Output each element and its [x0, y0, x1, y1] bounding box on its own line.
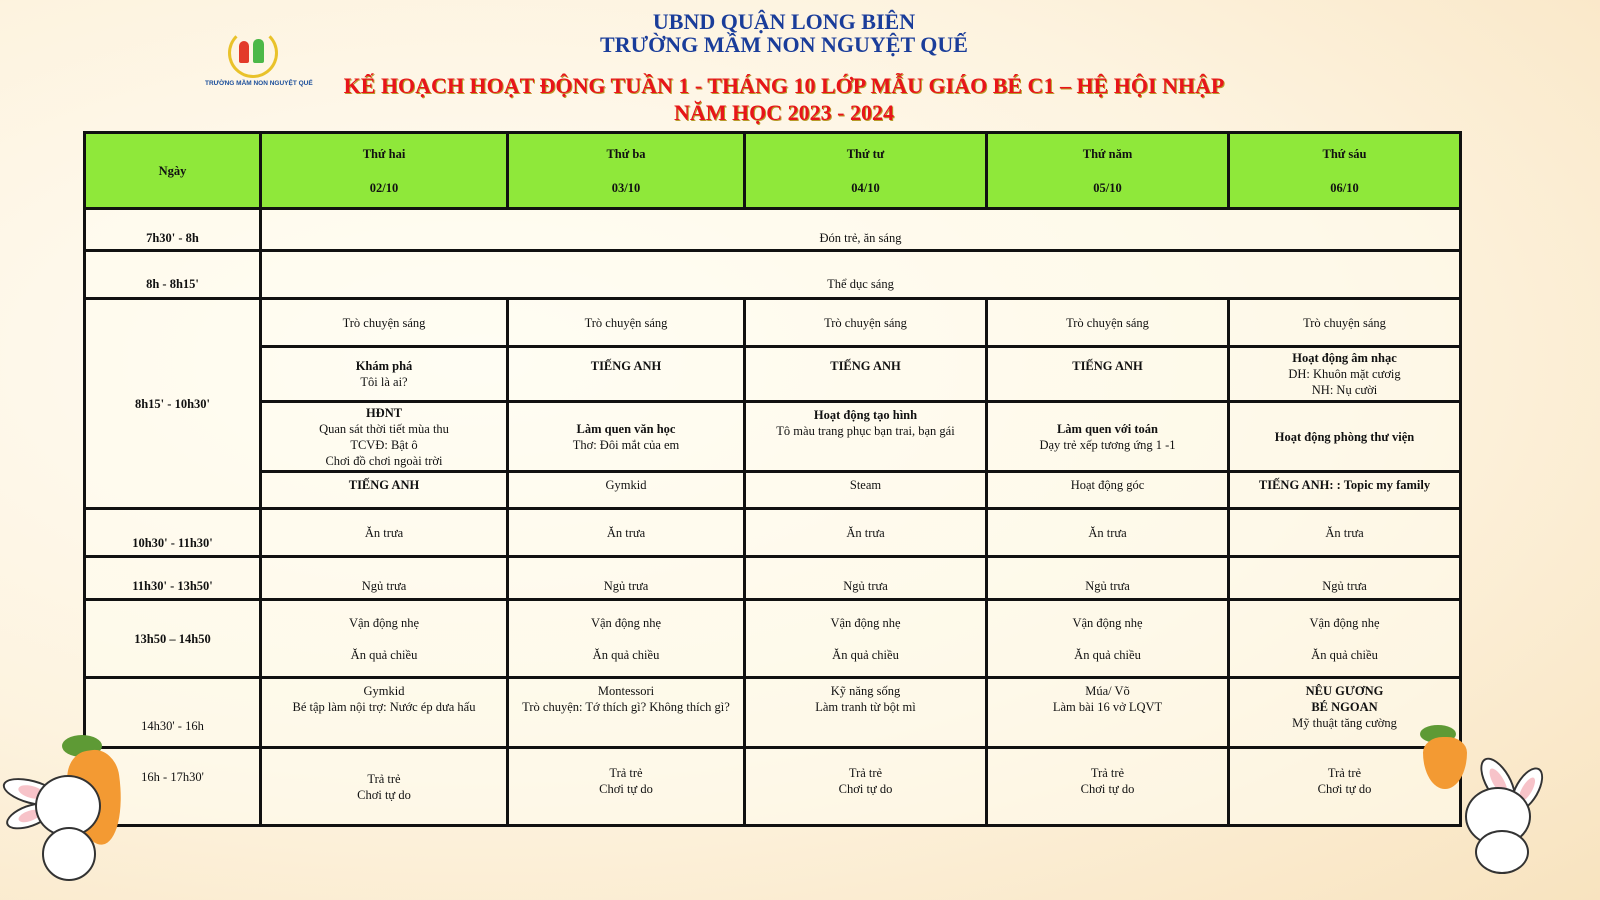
- logo-emblem-icon: [227, 28, 278, 78]
- activity-cell: Vận động nhẹ Ăn quả chiều: [985, 598, 1230, 679]
- activity-cell: Trả trẻ Chơi tự do: [259, 746, 509, 827]
- activity-cell: Hoạt động tạo hình Tô màu trang phục bạn …: [743, 400, 988, 473]
- bunny-carrot-right-icon: [1415, 725, 1565, 875]
- activity-cell: Ăn trưa: [506, 507, 746, 558]
- day-name: Thứ tư: [846, 146, 885, 161]
- activity-cell: Khám phá Tôi là ai?: [259, 345, 509, 403]
- activity-cell: Ngủ trưa: [743, 555, 988, 601]
- activity-cell: TIẾNG ANH: [506, 345, 746, 403]
- day-date: 02/10: [369, 180, 399, 195]
- day-header: Thứ ba 03/10: [506, 131, 746, 210]
- activity-cell: TIẾNG ANH: [743, 345, 988, 403]
- table-row: 10h30' - 11h30' Ăn trưa Ăn trưa Ăn trưa …: [83, 507, 1462, 558]
- day-header: Thứ sáu 06/10: [1227, 131, 1462, 210]
- activity-cell: Trò chuyện sáng: [1227, 297, 1462, 348]
- activity-cell: Làm quen với toán Dạy trẻ xếp tương ứng 1…: [985, 400, 1230, 473]
- activity-cell: Ăn trưa: [985, 507, 1230, 558]
- table-row: HĐNT Quan sát thời tiết mùa thu TCVĐ: Bật …: [85, 400, 1462, 473]
- activity-cell: Trò chuyện sáng: [506, 297, 746, 348]
- table-row: 7h30' - 8h Đón trẻ, ăn sáng: [83, 207, 1462, 252]
- activity-cell: Hoạt động góc: [985, 470, 1230, 510]
- activity-cell: Trò chuyện sáng: [259, 297, 509, 348]
- table-row: 16h - 17h30' Trả trẻ Chơi tự do Trả trẻ Ch…: [83, 746, 1462, 827]
- school-logo: TRƯỜNG MẦM NON NGUYỆT QUẾ: [205, 28, 313, 88]
- activity-cell: Ăn trưa: [1227, 507, 1462, 558]
- activity-cell: TIẾNG ANH: : Topic my family: [1227, 470, 1462, 510]
- activity-cell: Gymkid Bé tập làm nội trợ: Nước ép dưa hấ…: [259, 676, 509, 749]
- activity-cell: Hoạt động âm nhạc DH: Khuôn mặt cươig NH: …: [1227, 345, 1462, 403]
- day-date: 03/10: [611, 180, 641, 195]
- activity-cell: HĐNT Quan sát thời tiết mùa thu TCVĐ: Bật …: [259, 400, 509, 473]
- activity-cell: Montessori Trò chuyện: Tớ thích gì? Không…: [506, 676, 746, 749]
- time-cell: 13h50 – 14h50: [83, 598, 262, 679]
- activity-cell: Trả trẻ Chơi tự do: [743, 746, 988, 827]
- day-name: Thứ sáu: [1322, 146, 1367, 161]
- table-row: 13h50 – 14h50 Vận động nhẹ Ăn quả chiều V…: [83, 598, 1462, 679]
- plan-title: KẾ HOẠCH HOẠT ĐỘNG TUẦN 1 - THÁNG 10 LỚP…: [343, 73, 1225, 98]
- activity-cell: Ngủ trưa: [506, 555, 746, 601]
- time-cell: 7h30' - 8h: [83, 207, 262, 252]
- activity-cell: Gymkid: [506, 470, 746, 510]
- day-name: Thứ ba: [606, 146, 646, 161]
- time-cell: 8h - 8h15': [83, 249, 262, 300]
- activity-cell: Trò chuyện sáng: [743, 297, 988, 348]
- day-header: Thứ hai 02/10: [259, 131, 509, 210]
- activity-cell: Trả trẻ Chơi tự do: [506, 746, 746, 827]
- org-name: UBND QUẬN LONG BIÊN: [652, 9, 916, 34]
- table-row: 8h15' - 10h30' Trò chuyện sáng Trò chuyệ…: [83, 297, 1462, 510]
- activity-cell: Ngủ trưa: [985, 555, 1230, 601]
- bunny-carrot-left-icon: [0, 735, 130, 885]
- table-row: 11h30' - 13h50' Ngủ trưa Ngủ trưa Ngủ tr…: [83, 555, 1462, 601]
- activity-cell: TIẾNG ANH: [259, 470, 509, 510]
- time-cell: 8h15' - 10h30': [83, 297, 262, 510]
- time-cell: 11h30' - 13h50': [83, 555, 262, 601]
- schedule-table: Ngày Thứ hai 02/10 Thứ ba 03/10 Thứ tư 04/1…: [83, 131, 1462, 827]
- day-date: 04/10: [851, 180, 880, 195]
- logo-text: TRƯỜNG MẦM NON NGUYỆT QUẾ: [205, 80, 313, 87]
- activity-cell: Kỹ năng sống Làm tranh từ bột mì: [743, 676, 988, 749]
- activity-cell: Vận động nhẹ Ăn quả chiều: [259, 598, 509, 679]
- day-date: 06/10: [1330, 180, 1359, 195]
- table-row: Khám phá Tôi là ai? TIẾNG ANH TIẾNG ANH T…: [85, 345, 1462, 403]
- activity-cell: Hoạt động phòng thư viện: [1227, 400, 1462, 473]
- table-row: 14h30' - 16h Gymkid Bé tập làm nội trợ: N…: [83, 676, 1462, 749]
- activity-cell: Đón trẻ, ăn sáng: [259, 207, 1462, 252]
- activity-cell: Vận động nhẹ Ăn quả chiều: [506, 598, 746, 679]
- activity-cell: Ngủ trưa: [259, 555, 509, 601]
- day-name: Thứ năm: [1082, 146, 1133, 161]
- activity-cell: Múa/ Võ Làm bài 16 vở LQVT: [985, 676, 1230, 749]
- day-date: 05/10: [1093, 180, 1122, 195]
- corner-cell: Ngày: [83, 131, 262, 210]
- activity-cell: Trả trẻ Chơi tự do: [1227, 746, 1462, 827]
- activity-cell: Steam: [743, 470, 988, 510]
- day-header: Thứ năm 05/10: [985, 131, 1230, 210]
- activity-cell: Ăn trưa: [259, 507, 509, 558]
- day-header: Thứ tư 04/10: [743, 131, 988, 210]
- time-cell: 14h30' - 16h: [83, 676, 262, 749]
- activity-cell: Trả trẻ Chơi tự do: [985, 746, 1230, 827]
- activity-cell: Vận động nhẹ Ăn quả chiều: [1227, 598, 1462, 679]
- activity-cell: Làm quen văn học Thơ: Đôi mắt của em: [506, 400, 746, 473]
- table-row: TIẾNG ANH Gymkid Steam Hoạt động góc TIẾ…: [85, 470, 1462, 510]
- activity-cell: TIẾNG ANH: [985, 345, 1230, 403]
- activity-cell: Thể dục sáng: [259, 249, 1462, 300]
- activity-cell: Vận động nhẹ Ăn quả chiều: [743, 598, 988, 679]
- activity-cell: Ngủ trưa: [1227, 555, 1462, 601]
- header-title: KẾ HOẠCH HOẠT ĐỘNG TUẦN 1 - THÁNG 10 LỚP…: [0, 72, 1568, 126]
- activity-cell: Ăn trưa: [743, 507, 988, 558]
- header-org: UBND QUẬN LONG BIÊN TRƯỜNG MẦM NON NGUYỆ…: [0, 10, 1568, 56]
- table-row: 8h - 8h15' Thể dục sáng: [83, 249, 1462, 300]
- school-name: TRƯỜNG MẦM NON NGUYỆT QUẾ: [600, 32, 968, 57]
- activity-cell: Trò chuyện sáng: [985, 297, 1230, 348]
- day-name: Thứ hai: [362, 146, 406, 161]
- table-header-row: Ngày Thứ hai 02/10 Thứ ba 03/10 Thứ tư 04/1…: [83, 131, 1462, 210]
- school-year: NĂM HỌC 2023 - 2024: [674, 100, 894, 125]
- time-cell: 10h30' - 11h30': [83, 507, 262, 558]
